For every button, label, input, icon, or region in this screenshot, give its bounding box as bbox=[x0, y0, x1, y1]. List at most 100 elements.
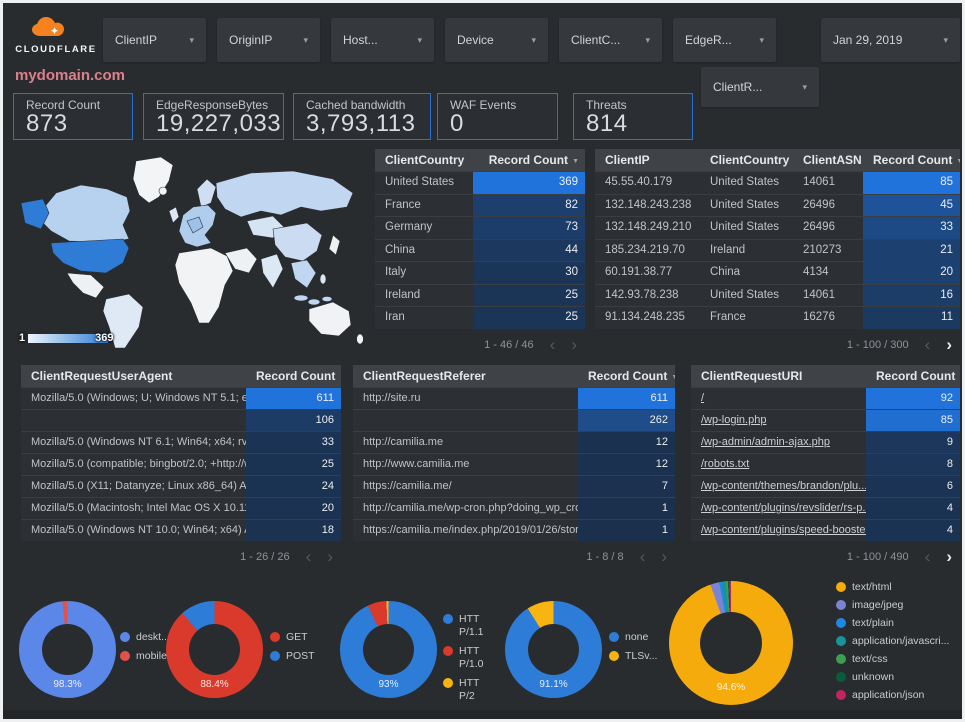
legend-marker-icon bbox=[443, 646, 453, 656]
legend-item[interactable]: text/html bbox=[836, 581, 949, 594]
map-color-legend: 1 369 bbox=[19, 332, 113, 344]
table-cell: Iran bbox=[385, 311, 405, 323]
table-row: China 44 bbox=[375, 238, 585, 261]
sort-desc-icon[interactable]: ▼ bbox=[572, 158, 579, 165]
legend-item[interactable]: text/css bbox=[836, 653, 949, 666]
scorecard-label: WAF Events bbox=[450, 98, 517, 112]
table-cell: Ireland bbox=[385, 288, 421, 301]
legend-item[interactable]: POST bbox=[270, 650, 315, 663]
column-header-record count[interactable]: Record Count▼ bbox=[246, 365, 341, 387]
dropdown-arrow-icon: ▾ bbox=[759, 34, 764, 45]
record-count-cell: 16 bbox=[863, 284, 960, 306]
record-count-cell: 18 bbox=[246, 520, 341, 541]
uri-link[interactable]: /wp-content/plugins/speed-booste... bbox=[701, 524, 866, 536]
column-header-record count[interactable]: Record Count▼ bbox=[488, 153, 579, 167]
donut-hole bbox=[363, 624, 414, 675]
legend-item[interactable]: deskt... bbox=[120, 631, 170, 644]
date-range-filter[interactable]: Jan 29, 2019 ▾ bbox=[821, 18, 960, 62]
legend-marker-icon bbox=[836, 672, 846, 682]
legend-item[interactable]: HTTP/1.1 bbox=[443, 613, 489, 639]
sort-desc-icon[interactable]: ▼ bbox=[671, 374, 675, 381]
uri-link[interactable]: /wp-admin/admin-ajax.php bbox=[701, 436, 831, 448]
map-legend-max: 369 bbox=[95, 332, 114, 344]
filter-chip-clientrequest[interactable]: ClientR... ▾ bbox=[701, 67, 819, 107]
scorecard-cached-bandwidth: Cached bandwidth 3,793,113 bbox=[293, 93, 431, 140]
prev-page-icon: ‹ bbox=[924, 334, 931, 354]
table-cell: 60.191.38.77 bbox=[605, 266, 673, 278]
table-cell: 4134 bbox=[803, 266, 829, 278]
legend-label: application/javascri... bbox=[852, 635, 950, 647]
filter-chip-clientip[interactable]: ClientIP ▾ bbox=[103, 18, 206, 62]
column-header-record count[interactable]: Record Count▼ bbox=[578, 365, 675, 387]
filter-chip-edger[interactable]: EdgeR... ▾ bbox=[673, 18, 776, 62]
column-header-clientrequestuseragent[interactable]: ClientRequestUserAgent bbox=[31, 369, 173, 383]
legend-item[interactable]: TLSv... bbox=[609, 650, 657, 663]
prev-page-icon: ‹ bbox=[924, 547, 931, 566]
table-cell: China bbox=[385, 243, 416, 256]
legend-item[interactable]: application/json bbox=[836, 689, 949, 702]
legend-item[interactable]: unknown bbox=[836, 671, 949, 684]
legend-item[interactable]: application/javascri... bbox=[836, 635, 949, 648]
uri-link[interactable]: /wp-content/plugins/revslider/rs-p... bbox=[701, 502, 866, 514]
table-row: 45.55.40.179 United States 14061 85 bbox=[595, 171, 960, 194]
legend-marker-icon bbox=[609, 632, 619, 642]
filter-chip-device[interactable]: Device ▾ bbox=[445, 18, 548, 62]
legend-item[interactable]: HTTP/2 bbox=[443, 677, 489, 703]
column-header-clientcountry[interactable]: ClientCountry bbox=[385, 153, 465, 167]
uri-link[interactable]: /wp-content/themes/brandon/plu... bbox=[701, 480, 866, 492]
donut-legend: GET POST bbox=[270, 631, 315, 669]
column-header-clientcountry[interactable]: ClientCountry bbox=[710, 153, 790, 167]
table-row: 60.191.38.77 China 4134 20 bbox=[595, 261, 960, 284]
filter-label: ClientC... bbox=[571, 33, 621, 47]
column-header-clientip[interactable]: ClientIP bbox=[605, 153, 650, 167]
legend-item[interactable]: mobile bbox=[120, 650, 170, 663]
legend-item[interactable]: image/jpeg bbox=[836, 599, 949, 612]
table-row: Mozilla/5.0 (Windows; U; Windows NT 5.1;… bbox=[21, 387, 341, 409]
column-header-clientrequestreferer[interactable]: ClientRequestReferer bbox=[363, 369, 486, 383]
table-cell: Mozilla/5.0 (compatible; bingbot/2.0; +h… bbox=[31, 458, 246, 470]
record-count-cell: 106 bbox=[246, 410, 341, 431]
donut-hole bbox=[700, 612, 762, 674]
legend-item[interactable]: text/plain bbox=[836, 617, 949, 630]
column-header-record count[interactable]: Record Count▼ bbox=[863, 149, 960, 171]
next-page-icon[interactable]: › bbox=[946, 334, 952, 354]
page-title: mydomain.com bbox=[15, 67, 126, 84]
table-header-row: ClientRequestReferer Record Count▼ bbox=[353, 365, 675, 387]
donut-legend: HTTP/1.1 HTTP/1.0 HTTP/2 bbox=[443, 613, 489, 709]
legend-item[interactable]: none bbox=[609, 631, 657, 644]
table-cell: Mozilla/5.0 (Macintosh; Intel Mac OS X 1… bbox=[31, 502, 246, 514]
donut-percent-label: 94.6% bbox=[716, 682, 746, 693]
column-header-clientrequesturi[interactable]: ClientRequestURI bbox=[701, 369, 803, 383]
filter-label: ClientR... bbox=[713, 80, 763, 94]
scorecard-value: 814 bbox=[586, 110, 628, 137]
legend-item[interactable]: HTTP/1.0 bbox=[443, 645, 489, 671]
table-cell: Ireland bbox=[710, 243, 746, 256]
table-client_ip: ClientIP ClientCountry ClientASN Record Cou… bbox=[595, 149, 960, 357]
column-header-record count[interactable]: Record Count▼ bbox=[866, 365, 960, 387]
world-map bbox=[20, 156, 364, 349]
uri-link[interactable]: /wp-login.php bbox=[701, 414, 767, 426]
legend-marker-icon bbox=[609, 651, 619, 661]
map-legend-gradient bbox=[28, 333, 109, 343]
column-header-clientasn[interactable]: ClientASN bbox=[803, 153, 862, 167]
donut-chart-4: 94.6% text/html image/jpeg text/plain applic… bbox=[669, 581, 949, 719]
next-page-icon[interactable]: › bbox=[946, 547, 952, 566]
uri-link[interactable]: / bbox=[701, 392, 705, 404]
donut-hole bbox=[528, 624, 579, 675]
donut-ring bbox=[505, 601, 602, 698]
filter-chip-originip[interactable]: OriginIP ▾ bbox=[217, 18, 320, 62]
record-count-cell: 25 bbox=[473, 284, 585, 306]
filter-chip-host[interactable]: Host... ▾ bbox=[331, 18, 434, 62]
table-pagination: 1 - 8 / 8 ‹ › bbox=[353, 545, 675, 569]
legend-label: GET bbox=[286, 631, 308, 643]
legend-item[interactable]: GET bbox=[270, 631, 315, 644]
sort-desc-icon[interactable]: ▼ bbox=[956, 158, 960, 165]
sort-desc-icon[interactable]: ▼ bbox=[339, 374, 341, 381]
filter-chip-clientc[interactable]: ClientC... ▾ bbox=[559, 18, 662, 62]
uri-link[interactable]: /robots.txt bbox=[701, 458, 750, 470]
sort-desc-icon[interactable]: ▼ bbox=[959, 374, 960, 381]
donut-legend: none TLSv... bbox=[609, 631, 657, 669]
legend-label: HTTP/2 bbox=[459, 677, 480, 702]
